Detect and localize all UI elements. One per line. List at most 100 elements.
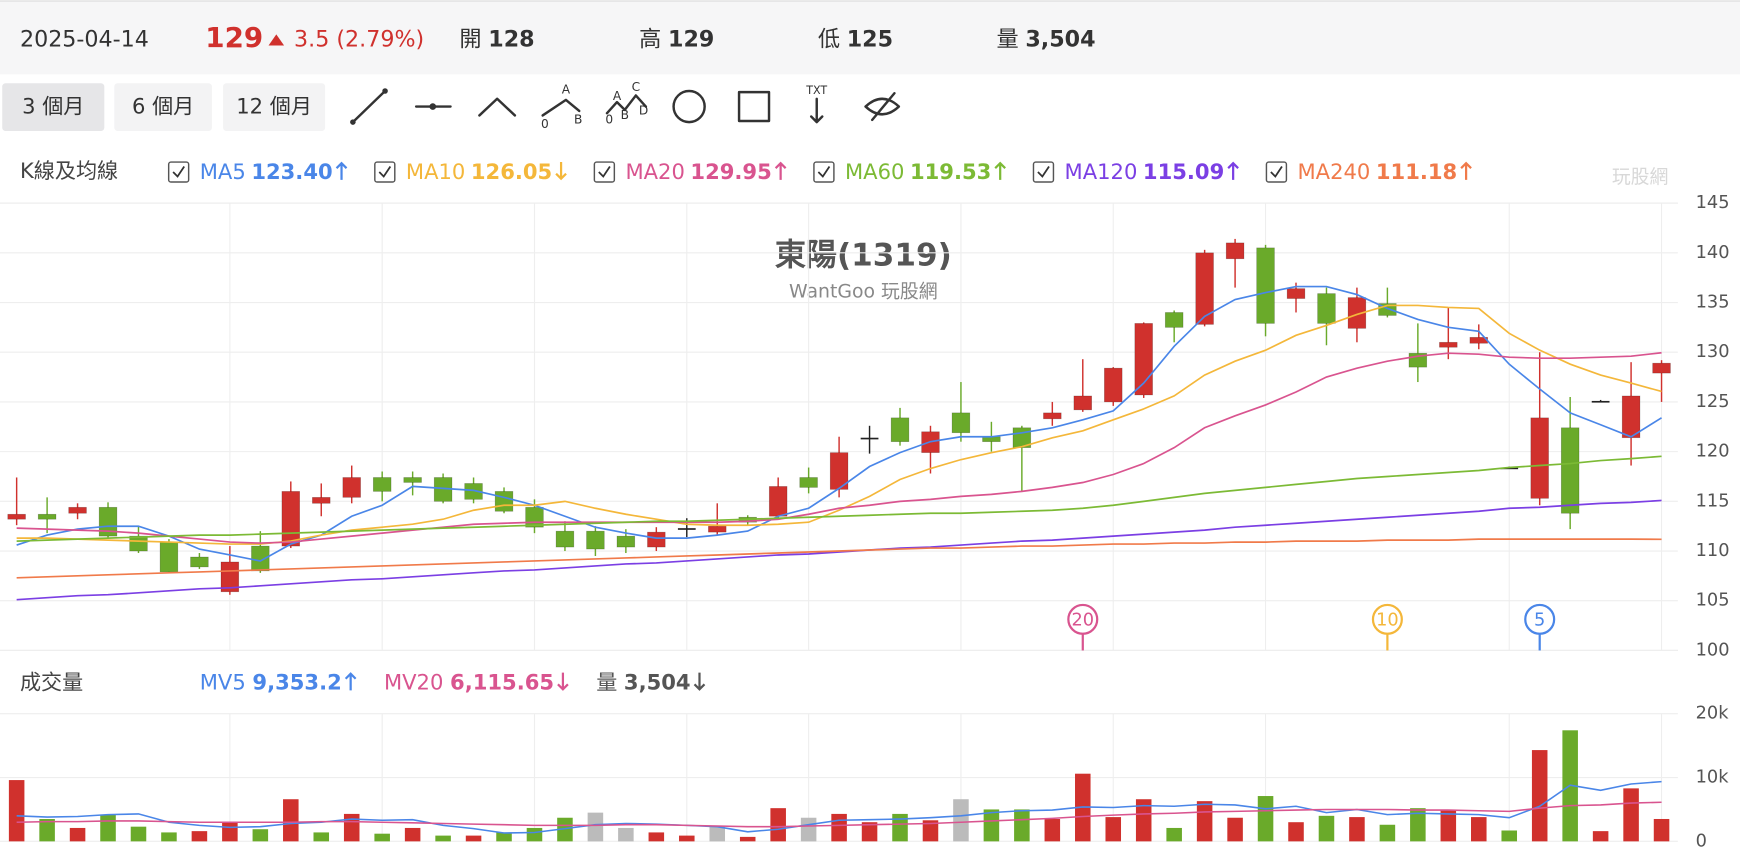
tool-circle[interactable] (672, 89, 706, 124)
legend-name: MA20 (625, 159, 684, 184)
volume-bar (922, 820, 939, 842)
volume-bar (1501, 830, 1518, 842)
volume-value: 3,504 (1025, 26, 1095, 52)
volume-bar (1257, 796, 1274, 842)
y-tick-label: 120 (1696, 442, 1730, 462)
legend-trend-arrow (344, 672, 357, 691)
candle-body (1621, 395, 1641, 439)
candle-body (1652, 362, 1671, 374)
volume-bar (1044, 819, 1061, 842)
legend-checkbox[interactable] (813, 161, 835, 183)
legend-value: 119.53 (910, 159, 991, 184)
tool-icon-text: 0 (541, 117, 549, 131)
volume-bar (831, 813, 847, 842)
candle-body (1530, 417, 1549, 499)
legend-checkbox[interactable] (593, 161, 616, 183)
range-button[interactable] (223, 83, 326, 131)
volume-bar (800, 817, 817, 842)
price: 129 (205, 21, 263, 54)
tool-text[interactable] (809, 97, 824, 124)
legend-check (817, 166, 831, 178)
range-label: 3 個月 (22, 94, 84, 119)
marker-circle (1371, 603, 1403, 635)
candle-body (403, 477, 422, 483)
range-button[interactable] (2, 83, 105, 131)
candle-body (372, 477, 392, 492)
volume-bar (313, 832, 330, 842)
tool-icon-text: D (639, 103, 648, 117)
tool-abcd[interactable] (605, 94, 648, 115)
legend-checkbox[interactable] (1265, 161, 1288, 183)
candle-body (220, 561, 240, 593)
tool-angle[interactable] (478, 97, 517, 117)
ma-line (16, 304, 1662, 545)
tool-abc[interactable] (541, 98, 581, 117)
legend-check (1270, 166, 1283, 178)
candle-body (768, 486, 788, 517)
legend-trend-arrow (774, 161, 787, 180)
legend-value: 6,115.65 (450, 670, 554, 695)
legend-trend-arrow (1227, 161, 1239, 180)
volume-bar (404, 827, 421, 842)
volume-bar (1623, 788, 1639, 842)
candle-body (555, 530, 575, 548)
volume-bar (283, 799, 299, 842)
candle-body (1073, 395, 1092, 411)
volume-bar (618, 827, 634, 842)
volume-bar (1653, 818, 1670, 842)
y-tick-label: 130 (1696, 342, 1730, 362)
volume-bar (374, 833, 390, 842)
range-button[interactable] (114, 83, 212, 131)
volume-bar (161, 832, 177, 842)
candle-body (68, 506, 87, 514)
legend-name: MA5 (200, 159, 246, 184)
tool-hide[interactable] (864, 92, 901, 122)
legend-check (1037, 166, 1050, 178)
legend-checkbox[interactable] (167, 161, 190, 183)
candle-body (1256, 247, 1275, 324)
legend-value: 123.40 (251, 159, 332, 184)
tool-dot (350, 119, 356, 125)
high-value: 129 (668, 26, 714, 52)
legend-value: 9,353.2 (252, 670, 341, 695)
low-value: 125 (847, 26, 893, 52)
open-label: 開 (459, 26, 481, 52)
volume-bar (39, 819, 55, 842)
volume-bar (770, 808, 786, 842)
candle-body (1195, 252, 1214, 325)
candle-body (708, 525, 727, 533)
drawing-tools (350, 88, 901, 125)
volume-bar (1349, 817, 1365, 842)
candle-body (1560, 427, 1580, 514)
tool-icon-text: 0 (605, 112, 613, 126)
date: 2025-04-14 (20, 26, 149, 52)
tool-dot (382, 88, 388, 94)
y-tick-label: 135 (1696, 293, 1730, 313)
chart-subtitle: WantGoo 玩股網 (789, 280, 938, 302)
tool-line[interactable] (351, 89, 387, 124)
header-bar (0, 0, 1740, 75)
y-tick-label: 110 (1696, 541, 1730, 561)
legend-checkbox[interactable] (1032, 161, 1055, 183)
ma-line (16, 455, 1662, 542)
volume-bar (1410, 808, 1426, 842)
y-tick-label: 100 (1696, 640, 1730, 660)
y-tick-label: 140 (1696, 243, 1730, 263)
legend-checkbox[interactable] (374, 161, 396, 183)
volume-bar (648, 832, 665, 842)
candle-body (1043, 412, 1062, 420)
legend-trend-arrow (1460, 161, 1472, 180)
candle-body (616, 535, 636, 548)
candle-body (37, 513, 57, 520)
legend-value: 129.95 (690, 159, 771, 184)
ma-line (16, 499, 1662, 601)
legend-name: MA120 (1065, 159, 1138, 184)
tool-rect[interactable] (737, 90, 771, 123)
legend-check (172, 166, 185, 178)
volume-bar (983, 809, 1000, 842)
volume-label: 量 (997, 26, 1019, 52)
y-tick-label: 145 (1696, 193, 1730, 213)
volume-bar (1471, 817, 1487, 842)
tool-icon-text: B (621, 108, 629, 122)
volume-bar (252, 829, 269, 842)
